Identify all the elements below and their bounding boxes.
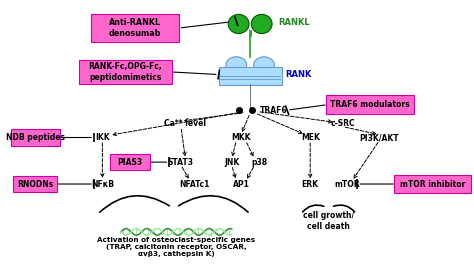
Text: RANKL: RANKL: [278, 18, 310, 27]
Text: RANK-Fc,OPG-Fc,
peptidomimetics: RANK-Fc,OPG-Fc, peptidomimetics: [89, 62, 162, 81]
Text: TRAF6 modulators: TRAF6 modulators: [330, 100, 410, 109]
Text: PI3K/AKT: PI3K/AKT: [360, 133, 399, 142]
Text: p38: p38: [251, 158, 267, 167]
Text: MKK: MKK: [231, 133, 251, 142]
Text: JNK: JNK: [224, 158, 239, 167]
Ellipse shape: [254, 57, 274, 73]
Ellipse shape: [228, 14, 249, 34]
FancyBboxPatch shape: [79, 59, 172, 84]
Text: NDB peptides: NDB peptides: [6, 133, 65, 142]
FancyBboxPatch shape: [110, 154, 150, 170]
Text: c-SRC: c-SRC: [330, 119, 355, 128]
Text: mTOR: mTOR: [334, 180, 360, 189]
Text: Activation of osteoclast-specific genes
(TRAP, calcitonin receptor, OSCAR,
αvβ3,: Activation of osteoclast-specific genes …: [97, 237, 255, 257]
Text: mTOR inhibitor: mTOR inhibitor: [400, 180, 465, 189]
Text: ERK: ERK: [301, 180, 319, 189]
Ellipse shape: [251, 14, 272, 34]
Text: Ca** level: Ca** level: [164, 119, 207, 128]
Text: STAT3: STAT3: [168, 158, 194, 167]
Text: AP1: AP1: [232, 180, 249, 189]
FancyBboxPatch shape: [219, 67, 282, 85]
Text: Anti-RANKL
denosumab: Anti-RANKL denosumab: [109, 18, 161, 38]
FancyBboxPatch shape: [11, 129, 60, 146]
Text: RANK: RANK: [285, 70, 311, 79]
Text: NFATc1: NFATc1: [180, 180, 210, 189]
FancyBboxPatch shape: [13, 176, 57, 192]
Text: MEK: MEK: [301, 133, 319, 142]
FancyBboxPatch shape: [327, 95, 414, 114]
Text: RNODNs: RNODNs: [17, 180, 54, 189]
Text: PIAS3: PIAS3: [118, 158, 143, 167]
FancyBboxPatch shape: [394, 175, 471, 193]
Text: TRAF6: TRAF6: [260, 106, 288, 115]
Ellipse shape: [226, 57, 246, 73]
Text: cell growth/
cell death: cell growth/ cell death: [303, 211, 354, 231]
Text: NFκB: NFκB: [91, 180, 114, 189]
FancyBboxPatch shape: [91, 14, 179, 42]
Text: IKK: IKK: [95, 133, 109, 142]
